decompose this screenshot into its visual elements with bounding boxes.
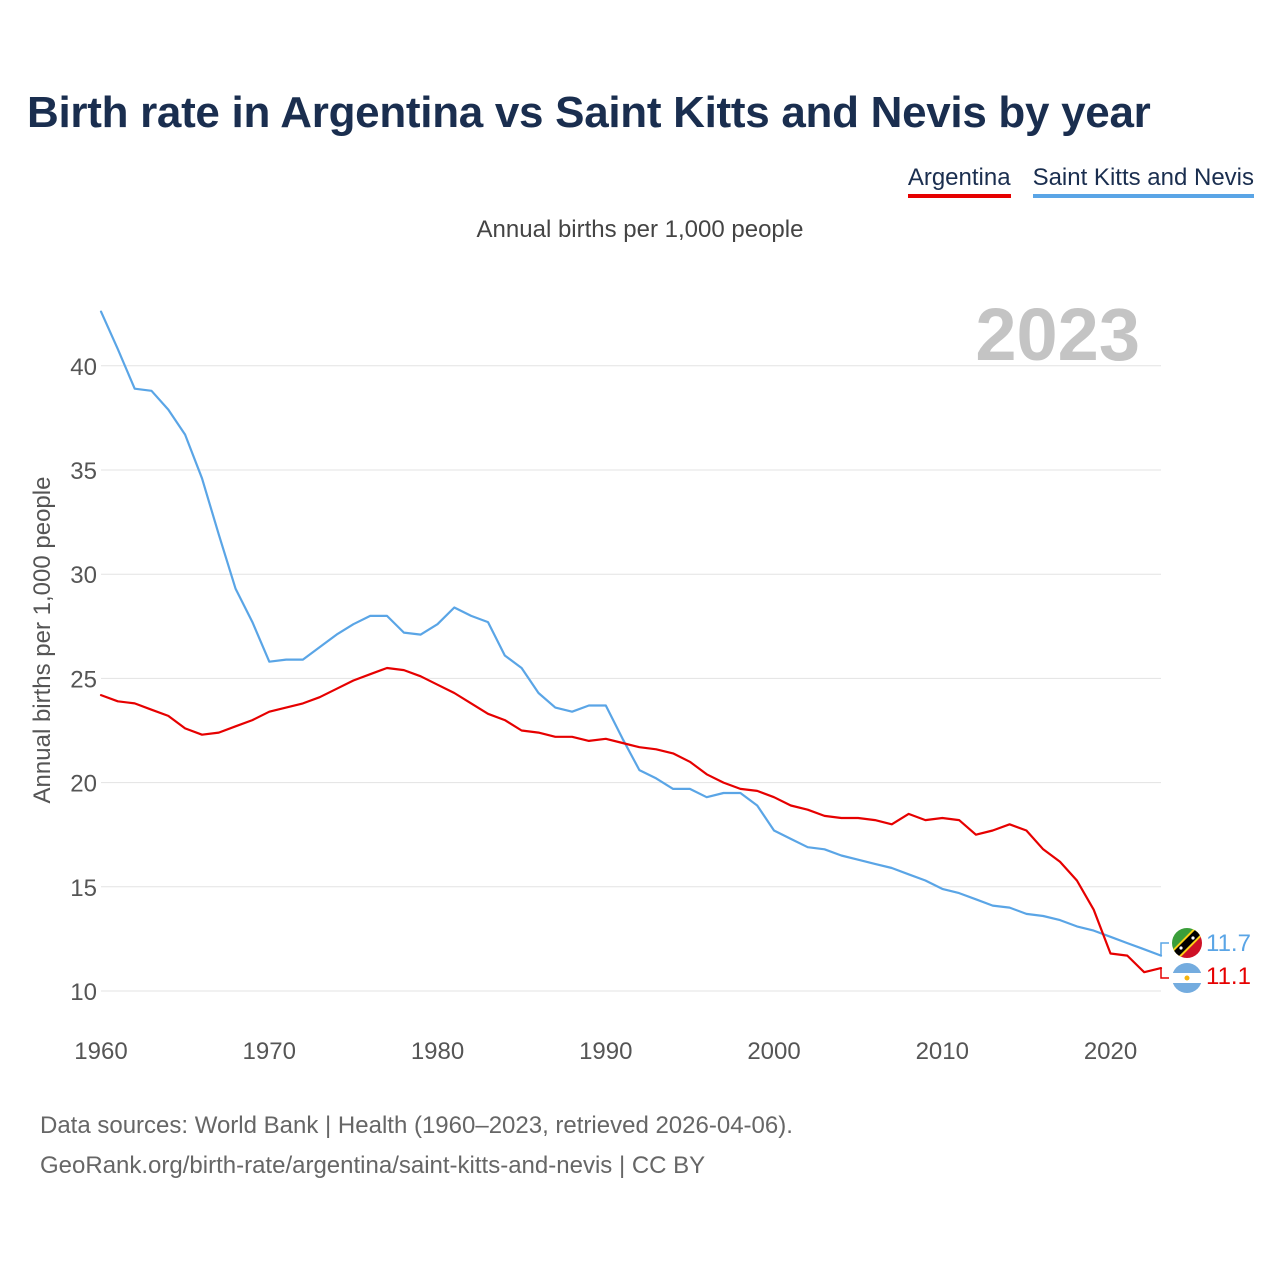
end-markers: 11.7 11.1	[1172, 928, 1251, 993]
series-line-saint-kitts-and-nevis[interactable]	[99, 310, 1163, 957]
y-tick-label: 10	[70, 979, 97, 1006]
x-tick-label: 1990	[579, 1038, 632, 1065]
y-axis-ticks: 10 15 20 25 30 35 40	[70, 354, 97, 1006]
y-tick-label: 25	[70, 666, 97, 693]
y-axis-label: Annual births per 1,000 people	[29, 477, 56, 804]
legend-item-argentina[interactable]: Argentina	[907, 164, 1011, 198]
y-tick-label: 20	[70, 771, 97, 798]
x-tick-label: 2000	[747, 1038, 800, 1065]
end-value-argentina: 11.1	[1206, 963, 1251, 990]
footer-link[interactable]: GeoRank.org/birth-rate/argentina/saint-k…	[40, 1152, 706, 1179]
x-tick-label: 1970	[243, 1038, 296, 1065]
end-leader-line	[1160, 942, 1169, 956]
x-tick-label: 2020	[1084, 1038, 1137, 1065]
y-tick-label: 40	[70, 354, 97, 381]
legend-item-saint-kitts-and-nevis[interactable]: Saint Kitts and Nevis	[1032, 164, 1254, 198]
y-tick-label: 15	[70, 875, 97, 902]
argentina-flag-icon	[1172, 963, 1202, 993]
year-watermark: 2023	[975, 293, 1140, 376]
footer-sources: Data sources: World Bank | Health (1960–…	[40, 1112, 793, 1139]
series-lines	[99, 310, 1169, 979]
x-tick-label: 2010	[916, 1038, 969, 1065]
x-tick-label: 1960	[74, 1038, 127, 1065]
end-value-saint-kitts: 11.7	[1206, 930, 1251, 957]
series-line-argentina[interactable]	[99, 666, 1163, 974]
legend: Argentina Saint Kitts and Nevis	[907, 164, 1254, 198]
x-axis-ticks: 1960 1970 1980 1990 2000 2010 2020	[74, 1038, 1137, 1065]
x-tick-label: 1980	[411, 1038, 464, 1065]
chart-title: Birth rate in Argentina vs Saint Kitts a…	[27, 88, 1151, 137]
y-tick-label: 35	[70, 458, 97, 485]
chart-subtitle: Annual births per 1,000 people	[476, 216, 804, 243]
y-tick-label: 30	[70, 562, 97, 589]
footer: Data sources: World Bank | Health (1960–…	[40, 1106, 793, 1186]
grid-lines	[101, 365, 1161, 992]
saint-kitts-flag-icon	[1172, 928, 1202, 958]
end-leader-line	[1160, 968, 1169, 979]
